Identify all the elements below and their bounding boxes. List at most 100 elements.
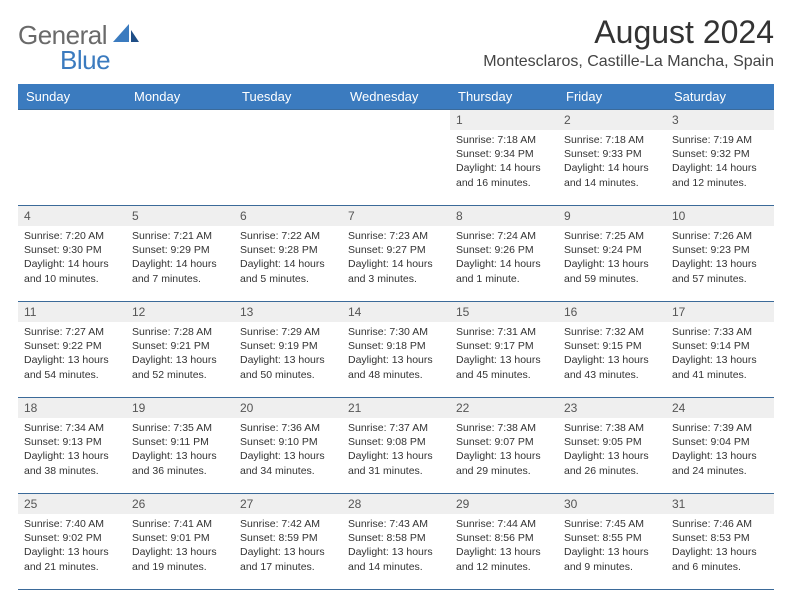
- calendar-cell: 14Sunrise: 7:30 AMSunset: 9:18 PMDayligh…: [342, 302, 450, 398]
- day-number: 10: [666, 206, 774, 226]
- day-number: 21: [342, 398, 450, 418]
- weekday-header: Saturday: [666, 84, 774, 110]
- weekday-header: Tuesday: [234, 84, 342, 110]
- day-number: 22: [450, 398, 558, 418]
- day-number: [18, 110, 126, 130]
- calendar-cell: 15Sunrise: 7:31 AMSunset: 9:17 PMDayligh…: [450, 302, 558, 398]
- calendar-cell: 30Sunrise: 7:45 AMSunset: 8:55 PMDayligh…: [558, 494, 666, 590]
- day-number: 17: [666, 302, 774, 322]
- calendar-cell: 12Sunrise: 7:28 AMSunset: 9:21 PMDayligh…: [126, 302, 234, 398]
- calendar-cell: 17Sunrise: 7:33 AMSunset: 9:14 PMDayligh…: [666, 302, 774, 398]
- day-number: 3: [666, 110, 774, 130]
- weekday-header: Monday: [126, 84, 234, 110]
- day-number: 12: [126, 302, 234, 322]
- calendar-week: 25Sunrise: 7:40 AMSunset: 9:02 PMDayligh…: [18, 494, 774, 590]
- day-number: 6: [234, 206, 342, 226]
- day-number: [126, 110, 234, 130]
- day-suninfo: Sunrise: 7:36 AMSunset: 9:10 PMDaylight:…: [234, 418, 342, 482]
- calendar-cell: 21Sunrise: 7:37 AMSunset: 9:08 PMDayligh…: [342, 398, 450, 494]
- day-suninfo: Sunrise: 7:22 AMSunset: 9:28 PMDaylight:…: [234, 226, 342, 290]
- weekday-header: Sunday: [18, 84, 126, 110]
- day-suninfo: Sunrise: 7:27 AMSunset: 9:22 PMDaylight:…: [18, 322, 126, 386]
- day-number: [342, 110, 450, 130]
- day-number: [234, 110, 342, 130]
- calendar-cell: 6Sunrise: 7:22 AMSunset: 9:28 PMDaylight…: [234, 206, 342, 302]
- calendar-cell: 24Sunrise: 7:39 AMSunset: 9:04 PMDayligh…: [666, 398, 774, 494]
- calendar-cell: [18, 110, 126, 206]
- day-number: 2: [558, 110, 666, 130]
- day-number: 7: [342, 206, 450, 226]
- day-number: 20: [234, 398, 342, 418]
- calendar-cell: 28Sunrise: 7:43 AMSunset: 8:58 PMDayligh…: [342, 494, 450, 590]
- day-number: 25: [18, 494, 126, 514]
- day-suninfo: Sunrise: 7:32 AMSunset: 9:15 PMDaylight:…: [558, 322, 666, 386]
- day-suninfo: Sunrise: 7:42 AMSunset: 8:59 PMDaylight:…: [234, 514, 342, 578]
- title-block: August 2024 Montesclaros, Castille-La Ma…: [483, 14, 774, 71]
- calendar-cell: 23Sunrise: 7:38 AMSunset: 9:05 PMDayligh…: [558, 398, 666, 494]
- day-suninfo: Sunrise: 7:29 AMSunset: 9:19 PMDaylight:…: [234, 322, 342, 386]
- day-suninfo: Sunrise: 7:35 AMSunset: 9:11 PMDaylight:…: [126, 418, 234, 482]
- calendar-cell: 10Sunrise: 7:26 AMSunset: 9:23 PMDayligh…: [666, 206, 774, 302]
- calendar-week: 11Sunrise: 7:27 AMSunset: 9:22 PMDayligh…: [18, 302, 774, 398]
- day-number: 14: [342, 302, 450, 322]
- day-number: 26: [126, 494, 234, 514]
- calendar-cell: 31Sunrise: 7:46 AMSunset: 8:53 PMDayligh…: [666, 494, 774, 590]
- header: General Blue August 2024 Montesclaros, C…: [18, 14, 774, 76]
- day-number: 28: [342, 494, 450, 514]
- day-suninfo: Sunrise: 7:39 AMSunset: 9:04 PMDaylight:…: [666, 418, 774, 482]
- day-number: 9: [558, 206, 666, 226]
- day-suninfo: Sunrise: 7:45 AMSunset: 8:55 PMDaylight:…: [558, 514, 666, 578]
- day-suninfo: Sunrise: 7:23 AMSunset: 9:27 PMDaylight:…: [342, 226, 450, 290]
- calendar-cell: [342, 110, 450, 206]
- location: Montesclaros, Castille-La Mancha, Spain: [483, 53, 774, 71]
- day-suninfo: Sunrise: 7:20 AMSunset: 9:30 PMDaylight:…: [18, 226, 126, 290]
- weekday-header: Friday: [558, 84, 666, 110]
- day-number: 27: [234, 494, 342, 514]
- calendar-body: 1Sunrise: 7:18 AMSunset: 9:34 PMDaylight…: [18, 110, 774, 590]
- calendar-cell: [126, 110, 234, 206]
- day-suninfo: Sunrise: 7:19 AMSunset: 9:32 PMDaylight:…: [666, 130, 774, 194]
- weekday-header: Thursday: [450, 84, 558, 110]
- day-suninfo: Sunrise: 7:41 AMSunset: 9:01 PMDaylight:…: [126, 514, 234, 578]
- logo-text-block: General Blue: [18, 20, 139, 76]
- calendar-week: 4Sunrise: 7:20 AMSunset: 9:30 PMDaylight…: [18, 206, 774, 302]
- weekday-header: Wednesday: [342, 84, 450, 110]
- calendar-cell: 16Sunrise: 7:32 AMSunset: 9:15 PMDayligh…: [558, 302, 666, 398]
- day-number: 30: [558, 494, 666, 514]
- logo-sail-icon: [113, 24, 139, 49]
- day-suninfo: Sunrise: 7:46 AMSunset: 8:53 PMDaylight:…: [666, 514, 774, 578]
- day-number: 15: [450, 302, 558, 322]
- day-suninfo: Sunrise: 7:44 AMSunset: 8:56 PMDaylight:…: [450, 514, 558, 578]
- day-suninfo: Sunrise: 7:30 AMSunset: 9:18 PMDaylight:…: [342, 322, 450, 386]
- day-suninfo: Sunrise: 7:28 AMSunset: 9:21 PMDaylight:…: [126, 322, 234, 386]
- day-number: 24: [666, 398, 774, 418]
- calendar-week: 18Sunrise: 7:34 AMSunset: 9:13 PMDayligh…: [18, 398, 774, 494]
- day-number: 13: [234, 302, 342, 322]
- day-number: 23: [558, 398, 666, 418]
- calendar-cell: 9Sunrise: 7:25 AMSunset: 9:24 PMDaylight…: [558, 206, 666, 302]
- calendar-cell: 26Sunrise: 7:41 AMSunset: 9:01 PMDayligh…: [126, 494, 234, 590]
- calendar-cell: 4Sunrise: 7:20 AMSunset: 9:30 PMDaylight…: [18, 206, 126, 302]
- day-number: 18: [18, 398, 126, 418]
- day-suninfo: Sunrise: 7:25 AMSunset: 9:24 PMDaylight:…: [558, 226, 666, 290]
- calendar-cell: 5Sunrise: 7:21 AMSunset: 9:29 PMDaylight…: [126, 206, 234, 302]
- day-suninfo: Sunrise: 7:31 AMSunset: 9:17 PMDaylight:…: [450, 322, 558, 386]
- day-suninfo: Sunrise: 7:40 AMSunset: 9:02 PMDaylight:…: [18, 514, 126, 578]
- calendar-cell: 2Sunrise: 7:18 AMSunset: 9:33 PMDaylight…: [558, 110, 666, 206]
- calendar-cell: 8Sunrise: 7:24 AMSunset: 9:26 PMDaylight…: [450, 206, 558, 302]
- calendar-cell: 3Sunrise: 7:19 AMSunset: 9:32 PMDaylight…: [666, 110, 774, 206]
- day-suninfo: Sunrise: 7:38 AMSunset: 9:05 PMDaylight:…: [558, 418, 666, 482]
- day-number: 8: [450, 206, 558, 226]
- calendar-cell: 18Sunrise: 7:34 AMSunset: 9:13 PMDayligh…: [18, 398, 126, 494]
- day-suninfo: Sunrise: 7:37 AMSunset: 9:08 PMDaylight:…: [342, 418, 450, 482]
- calendar-cell: 11Sunrise: 7:27 AMSunset: 9:22 PMDayligh…: [18, 302, 126, 398]
- month-title: August 2024: [483, 14, 774, 51]
- day-number: 5: [126, 206, 234, 226]
- day-suninfo: Sunrise: 7:33 AMSunset: 9:14 PMDaylight:…: [666, 322, 774, 386]
- day-suninfo: Sunrise: 7:43 AMSunset: 8:58 PMDaylight:…: [342, 514, 450, 578]
- calendar-cell: 19Sunrise: 7:35 AMSunset: 9:11 PMDayligh…: [126, 398, 234, 494]
- calendar-table: SundayMondayTuesdayWednesdayThursdayFrid…: [18, 84, 774, 590]
- day-suninfo: Sunrise: 7:34 AMSunset: 9:13 PMDaylight:…: [18, 418, 126, 482]
- calendar-cell: 29Sunrise: 7:44 AMSunset: 8:56 PMDayligh…: [450, 494, 558, 590]
- calendar-cell: 27Sunrise: 7:42 AMSunset: 8:59 PMDayligh…: [234, 494, 342, 590]
